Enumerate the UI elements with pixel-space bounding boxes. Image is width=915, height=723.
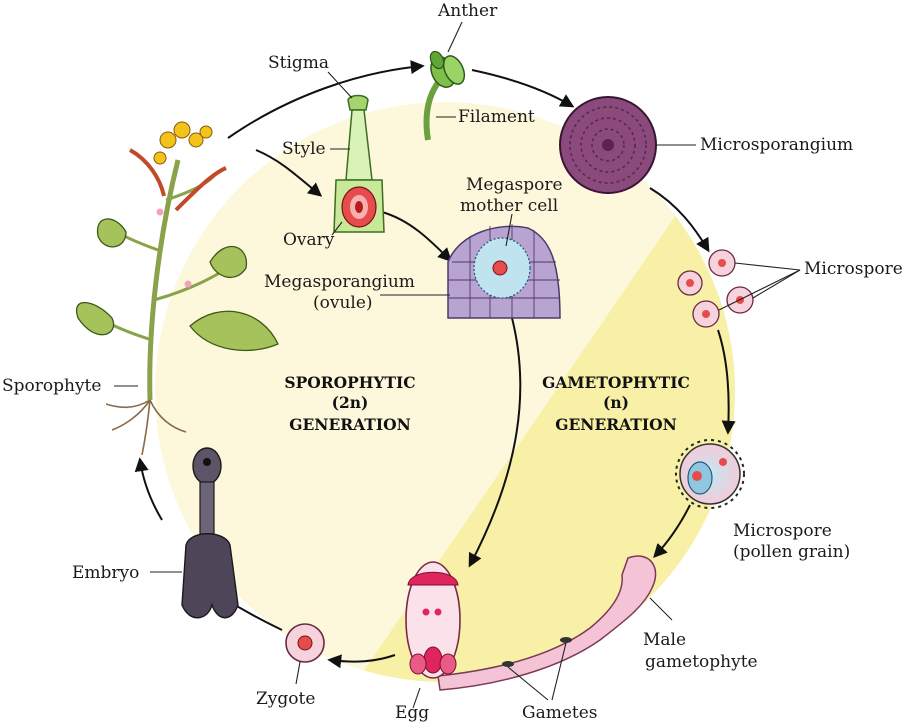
embryo-label: Embryo (72, 563, 139, 583)
male-gametophyte-leader (649, 597, 673, 621)
ovary-leader (331, 221, 343, 236)
zygote-illustration (285, 623, 325, 663)
arrow-embryo-to-sporophyte (134, 457, 163, 521)
zygote-leader (295, 661, 301, 685)
microspore-label: Microspore (804, 259, 903, 279)
pollen-grain-illustration (675, 439, 745, 509)
style-label: Style (282, 139, 326, 159)
anther-label: Anther (437, 1, 498, 21)
anther-leader (447, 21, 463, 53)
arrow-pollen-to-male-gametophyte (653, 504, 691, 559)
male-gametophyte-label-line1: Male (643, 630, 686, 650)
pollen-label-line2: (pollen grain) (733, 542, 850, 562)
stigma-label: Stigma (268, 53, 329, 73)
arrow-microspore-to-pollen (717, 329, 736, 435)
arrow-megasporangium-to-egg (468, 317, 522, 568)
sporophytic-line1: SPOROPHYTIC (284, 373, 415, 392)
egg-label: Egg (395, 703, 429, 723)
arrow-egg-to-zygote (327, 654, 396, 669)
sporophytic-line2: (2n) (332, 393, 369, 412)
microspore-leaders (718, 262, 801, 311)
sporophytic-line3: GENERATION (289, 415, 411, 434)
anther-illustration (423, 50, 466, 141)
gametophytic-background (330, 180, 735, 682)
megaspore-label-line1: Megaspore (466, 175, 563, 195)
pollen-label-line1: Microspore (733, 521, 832, 541)
microsporangium-illustration (559, 96, 657, 194)
male-gametophyte-illustration (437, 555, 657, 691)
microsporangium-label: Microsporangium (700, 135, 853, 155)
megasporangium-label-line1: Megasporangium (264, 272, 415, 292)
ovary-label: Ovary (283, 230, 335, 250)
microspores-illustration (677, 249, 754, 328)
arrow-plant-to-ovary (255, 149, 323, 197)
egg-illustration (405, 561, 461, 679)
gametophytic-line2: (n) (603, 393, 629, 412)
megaspore-leader (505, 213, 513, 247)
gametophytic-generation-label: GAMETOPHYTIC (n) GENERATION (542, 373, 690, 434)
zygote-label: Zygote (256, 689, 315, 709)
arrow-microsporangium-to-microspore (649, 187, 710, 253)
embryo-illustration (181, 447, 239, 619)
arrow-anther-to-microsporangium (471, 69, 575, 108)
sporophyte-illustration (75, 121, 279, 456)
gametes-label: Gametes (522, 703, 598, 723)
gamete-leader-2 (551, 642, 567, 701)
megasporangium-label-line2: (ovule) (313, 293, 373, 313)
sporophyte-label: Sporophyte (2, 376, 101, 396)
sporophytic-generation-label: SPOROPHYTIC (2n) GENERATION (284, 373, 415, 434)
megasporangium-illustration (447, 224, 561, 319)
pistil-illustration (333, 94, 385, 233)
gametophytic-line3: GENERATION (555, 415, 677, 434)
gamete-leader-1 (507, 666, 549, 701)
arrow-ovary-to-megasporangium (381, 211, 452, 262)
male-gametophyte-label-line2: gametophyte (645, 652, 758, 672)
gametophytic-line1: GAMETOPHYTIC (542, 373, 690, 392)
egg-leader (412, 687, 421, 709)
arrow-sporophyte-to-anther (227, 60, 425, 139)
filament-label: Filament (458, 107, 535, 127)
stigma-leader (327, 71, 353, 99)
megaspore-label-line2: mother cell (460, 196, 558, 216)
